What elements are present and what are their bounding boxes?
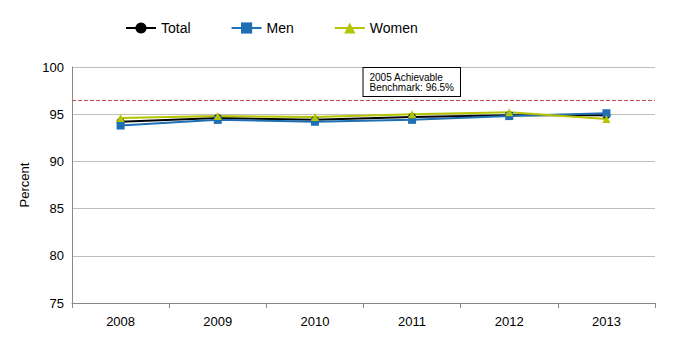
svg-text:75: 75	[50, 296, 64, 311]
svg-text:80: 80	[50, 248, 64, 263]
svg-text:Men: Men	[267, 20, 294, 36]
svg-text:95: 95	[50, 107, 64, 122]
svg-text:90: 90	[50, 154, 64, 169]
svg-text:2008: 2008	[106, 314, 135, 329]
svg-text:2013: 2013	[592, 314, 621, 329]
svg-text:Total: Total	[161, 20, 191, 36]
svg-text:Women: Women	[370, 20, 418, 36]
svg-text:2005 Achievable: 2005 Achievable	[369, 71, 443, 83]
svg-text:85: 85	[50, 201, 64, 216]
svg-text:100: 100	[42, 60, 64, 75]
svg-text:Percent: Percent	[17, 162, 32, 207]
svg-text:2012: 2012	[495, 314, 524, 329]
svg-text:2011: 2011	[398, 314, 426, 329]
svg-text:2010: 2010	[300, 314, 329, 329]
svg-text:2009: 2009	[203, 314, 232, 329]
svg-text:Benchmark: 96.5%: Benchmark: 96.5%	[370, 82, 455, 93]
